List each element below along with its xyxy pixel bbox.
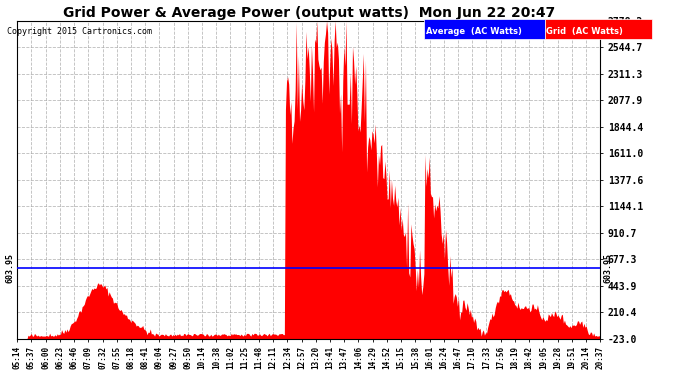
Text: Copyright 2015 Cartronics.com: Copyright 2015 Cartronics.com [7,27,152,36]
Title: Grid Power & Average Power (output watts)  Mon Jun 22 20:47: Grid Power & Average Power (output watts… [63,6,555,20]
Text: Average  (AC Watts): Average (AC Watts) [426,27,522,36]
Text: Grid  (AC Watts): Grid (AC Watts) [546,27,623,36]
Text: 603.95: 603.95 [6,252,14,282]
Text: 603.95: 603.95 [603,252,612,282]
